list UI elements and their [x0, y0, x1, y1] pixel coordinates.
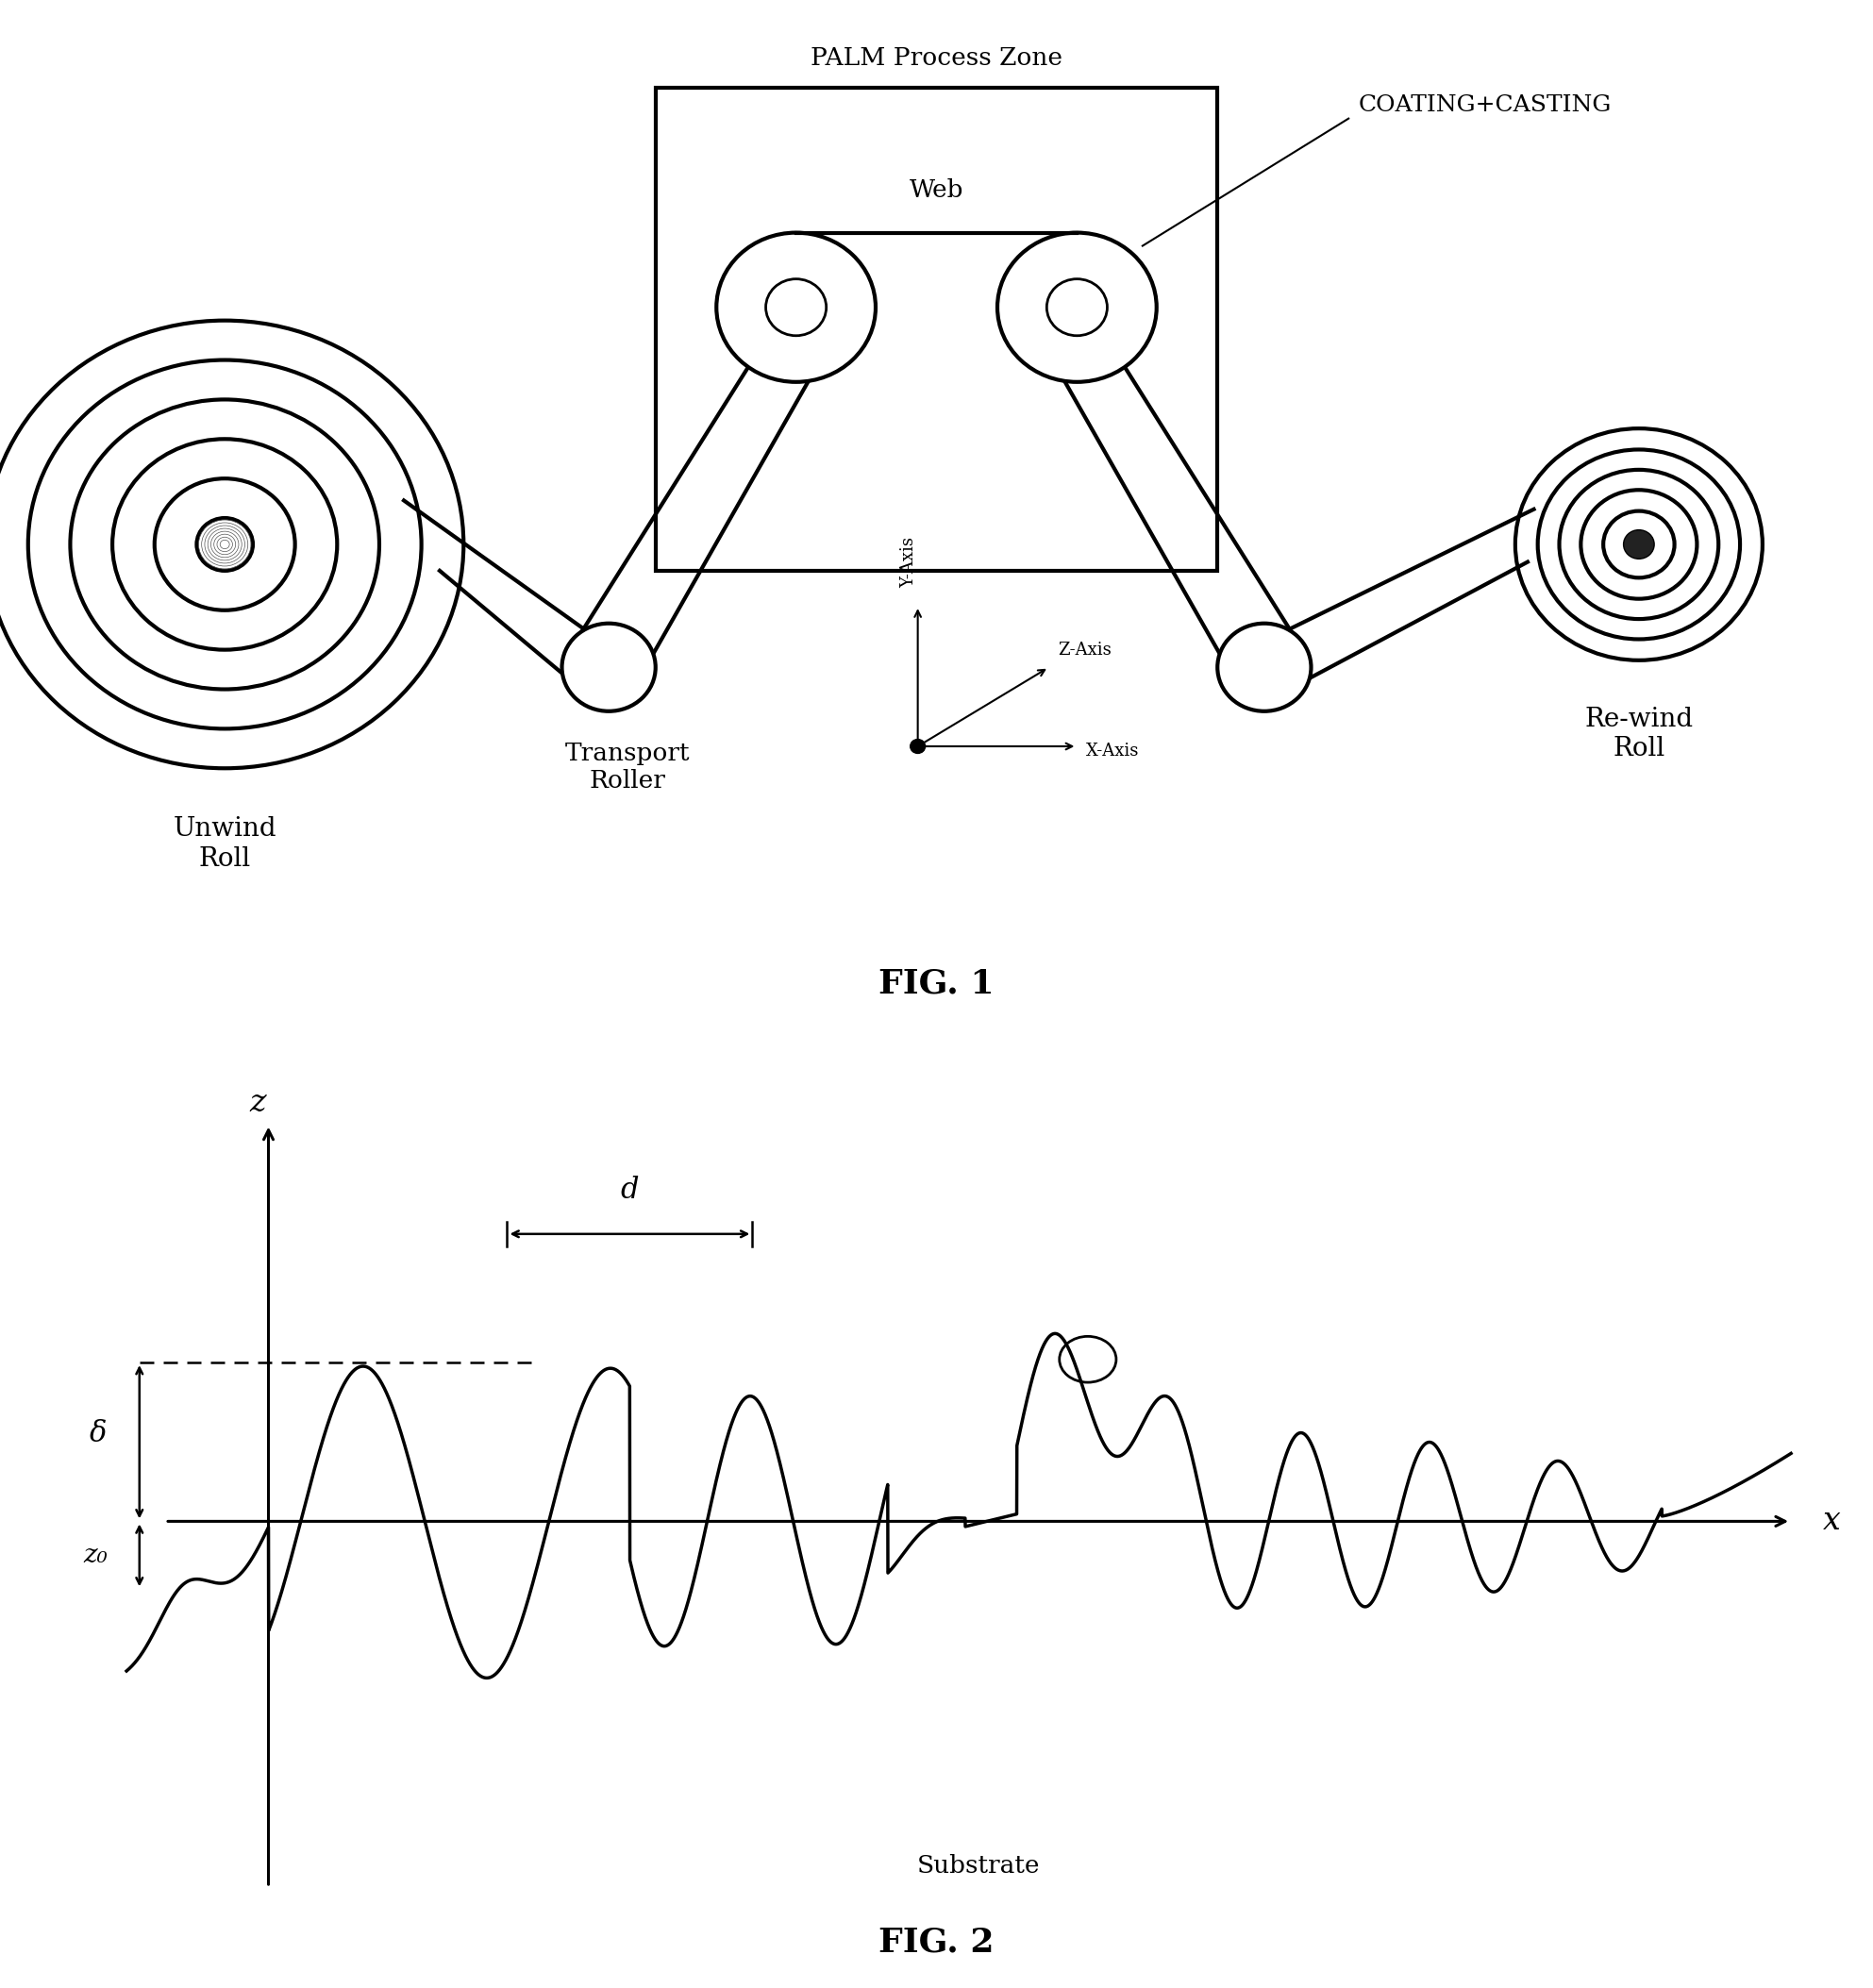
Text: FIG. 1: FIG. 1 [878, 968, 995, 1000]
Circle shape [562, 624, 656, 712]
Text: z₀: z₀ [82, 1543, 107, 1569]
Text: Transport
Roller: Transport Roller [566, 742, 689, 793]
Text: COATING+CASTING: COATING+CASTING [1358, 95, 1611, 115]
Text: d: d [620, 1175, 639, 1205]
Bar [656, 87, 1217, 571]
Text: FIG. 2: FIG. 2 [878, 1926, 995, 1958]
Text: x: x [1822, 1507, 1841, 1537]
Text: PALM Process Zone: PALM Process Zone [811, 46, 1062, 70]
Text: Z-Axis: Z-Axis [1058, 642, 1113, 658]
Text: Web: Web [910, 179, 963, 203]
Text: Substrate: Substrate [916, 1855, 1040, 1879]
Text: δ: δ [90, 1419, 107, 1449]
Circle shape [910, 740, 925, 753]
Text: z: z [249, 1087, 266, 1119]
Circle shape [1217, 624, 1311, 712]
Text: Re-wind
Roll: Re-wind Roll [1585, 708, 1693, 761]
Text: X-Axis: X-Axis [1086, 742, 1139, 759]
Circle shape [715, 233, 877, 382]
Circle shape [998, 233, 1158, 382]
Text: Unwind
Roll: Unwind Roll [172, 817, 277, 871]
Text: Y-Axis: Y-Axis [899, 537, 918, 588]
Circle shape [1626, 531, 1654, 557]
